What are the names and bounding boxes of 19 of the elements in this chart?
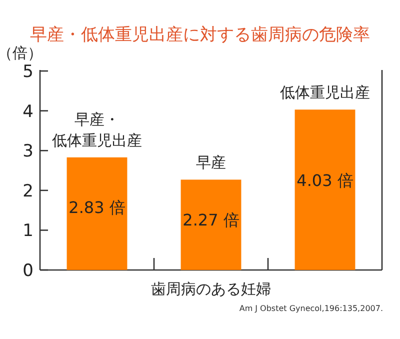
chart-title: 早産・低体重児出産に対する歯周病の危険率 — [30, 25, 370, 45]
x-axis-title: 歯周病のある妊婦 — [151, 280, 271, 298]
data-label: 2.27 倍 — [182, 210, 240, 230]
y-tick-label: 3 — [22, 142, 34, 162]
text: Am J Obstet Gynecol,196:135,2007. — [239, 304, 383, 313]
x-tick-label: 早産 — [196, 154, 226, 172]
y-tick-label: 1 — [22, 221, 34, 242]
data-label: 2.83 倍 — [68, 198, 126, 217]
x-tick-label: 低体重児出産 — [280, 84, 370, 102]
y-tick-label: 5 — [22, 62, 34, 82]
y-tick-label: 2 — [22, 181, 34, 202]
y-tick-label: 4 — [22, 102, 34, 122]
y-tick-label: 0 — [22, 261, 34, 281]
bar — [180, 180, 242, 270]
y-axis-title: （倍） — [0, 44, 42, 62]
x-tick-label: 早産・低体重児出産 — [52, 110, 142, 150]
data-label: 4.03 倍 — [296, 171, 354, 190]
bar — [294, 110, 356, 270]
bar — [66, 157, 128, 270]
